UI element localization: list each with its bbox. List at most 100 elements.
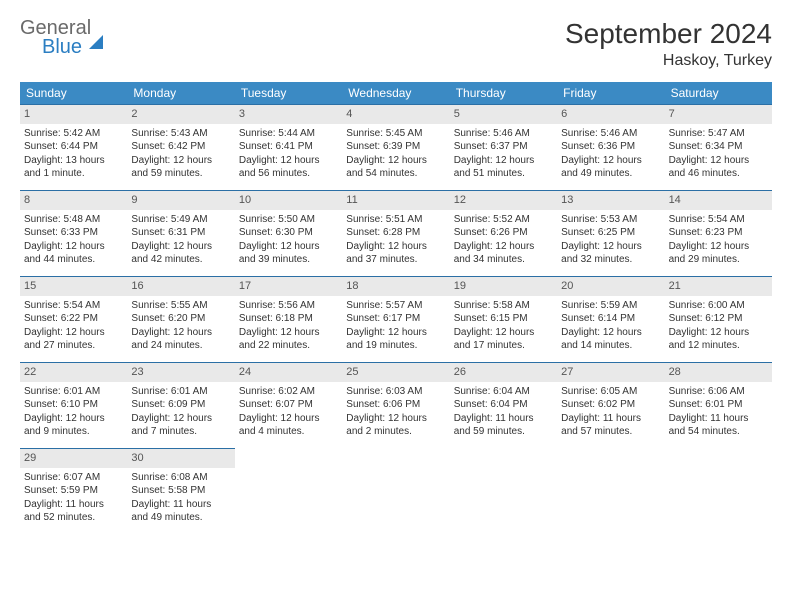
day-number: 25 (342, 363, 449, 382)
day-number: 14 (665, 191, 772, 210)
sunrise-text: Sunrise: 5:54 AM (669, 213, 768, 227)
day-number: 26 (450, 363, 557, 382)
calendar-cell: 8Sunrise: 5:48 AMSunset: 6:33 PMDaylight… (20, 190, 127, 276)
daylight-text: and 46 minutes. (669, 167, 768, 181)
sunset-text: Sunset: 6:07 PM (239, 398, 338, 412)
sunset-text: Sunset: 5:59 PM (24, 484, 123, 498)
daylight-text: and 14 minutes. (561, 339, 660, 353)
daylight-text: and 57 minutes. (561, 425, 660, 439)
sunset-text: Sunset: 6:01 PM (669, 398, 768, 412)
daylight-text: Daylight: 12 hours (346, 326, 445, 340)
day-number: 16 (127, 277, 234, 296)
sunset-text: Sunset: 6:36 PM (561, 140, 660, 154)
calendar-cell: 23Sunrise: 6:01 AMSunset: 6:09 PMDayligh… (127, 362, 234, 448)
day-number: 3 (235, 105, 342, 124)
sunset-text: Sunset: 6:14 PM (561, 312, 660, 326)
daylight-text: and 51 minutes. (454, 167, 553, 181)
day-number: 18 (342, 277, 449, 296)
daylight-text: and 49 minutes. (561, 167, 660, 181)
calendar-cell: 12Sunrise: 5:52 AMSunset: 6:26 PMDayligh… (450, 190, 557, 276)
day-number: 13 (557, 191, 664, 210)
title-block: September 2024 Haskoy, Turkey (565, 18, 772, 70)
daylight-text: and 2 minutes. (346, 425, 445, 439)
sunrise-text: Sunrise: 5:44 AM (239, 127, 338, 141)
sunset-text: Sunset: 6:12 PM (669, 312, 768, 326)
day-number: 22 (20, 363, 127, 382)
calendar-cell: 26 Sunrise: 6:04 AMSunset: 6:04 PMDayligh… (450, 362, 557, 448)
sunrise-text: Sunrise: 5:46 AM (561, 127, 660, 141)
calendar-cell-empty (342, 448, 449, 534)
sunrise-text: Sunrise: 6:02 AM (239, 385, 338, 399)
sunrise-text: Sunrise: 5:53 AM (561, 213, 660, 227)
calendar-cell-empty (450, 448, 557, 534)
sunset-text: Sunset: 6:17 PM (346, 312, 445, 326)
day-number: 21 (665, 277, 772, 296)
sunrise-text: Sunrise: 5:52 AM (454, 213, 553, 227)
day-number: 27 (557, 363, 664, 382)
calendar-cell: 19Sunrise: 5:58 AMSunset: 6:15 PMDayligh… (450, 276, 557, 362)
daylight-text: Daylight: 12 hours (24, 326, 123, 340)
daylight-text: and 29 minutes. (669, 253, 768, 267)
sunrise-text: Sunrise: 6:00 AM (669, 299, 768, 313)
sunset-text: Sunset: 5:58 PM (131, 484, 230, 498)
daylight-text: and 37 minutes. (346, 253, 445, 267)
daylight-text: Daylight: 11 hours (24, 498, 123, 512)
sunrise-text: Sunrise: 5:47 AM (669, 127, 768, 141)
calendar-cell: 21Sunrise: 6:00 AMSunset: 6:12 PMDayligh… (665, 276, 772, 362)
sunset-text: Sunset: 6:25 PM (561, 226, 660, 240)
day-number: 7 (665, 105, 772, 124)
page-header: General Blue September 2024 Haskoy, Turk… (20, 18, 772, 70)
sunrise-text: Sunrise: 6:01 AM (24, 385, 123, 399)
sunset-text: Sunset: 6:10 PM (24, 398, 123, 412)
calendar-cell: 7Sunrise: 5:47 AMSunset: 6:34 PMDaylight… (665, 104, 772, 190)
sunrise-text: Sunrise: 5:48 AM (24, 213, 123, 227)
calendar-cell: 3Sunrise: 5:44 AMSunset: 6:41 PMDaylight… (235, 104, 342, 190)
daylight-text: and 4 minutes. (239, 425, 338, 439)
calendar-cell-empty (665, 448, 772, 534)
sunset-text: Sunset: 6:20 PM (131, 312, 230, 326)
sunset-text: Sunset: 6:04 PM (454, 398, 553, 412)
day-number: 12 (450, 191, 557, 210)
daylight-text: and 9 minutes. (24, 425, 123, 439)
sunrise-text: Sunrise: 6:03 AM (346, 385, 445, 399)
daylight-text: Daylight: 12 hours (454, 326, 553, 340)
daylight-text: and 52 minutes. (24, 511, 123, 525)
weekday-header: Friday (557, 82, 664, 104)
sunset-text: Sunset: 6:31 PM (131, 226, 230, 240)
sunset-text: Sunset: 6:34 PM (669, 140, 768, 154)
sunset-text: Sunset: 6:26 PM (454, 226, 553, 240)
weekday-header: Sunday (20, 82, 127, 104)
sunset-text: Sunset: 6:15 PM (454, 312, 553, 326)
daylight-text: and 7 minutes. (131, 425, 230, 439)
day-number: 29 (20, 449, 127, 468)
weekday-header: Thursday (450, 82, 557, 104)
sunset-text: Sunset: 6:37 PM (454, 140, 553, 154)
daylight-text: Daylight: 11 hours (454, 412, 553, 426)
daylight-text: and 19 minutes. (346, 339, 445, 353)
day-number: 9 (127, 191, 234, 210)
calendar-cell: 29Sunrise: 6:07 AMSunset: 5:59 PMDayligh… (20, 448, 127, 534)
sunrise-text: Sunrise: 6:04 AM (454, 385, 553, 399)
calendar-cell: 9 Sunrise: 5:49 AMSunset: 6:31 PMDaylight… (127, 190, 234, 276)
month-title: September 2024 (565, 18, 772, 50)
daylight-text: Daylight: 12 hours (239, 154, 338, 168)
daylight-text: Daylight: 11 hours (131, 498, 230, 512)
sunrise-text: Sunrise: 5:58 AM (454, 299, 553, 313)
day-number: 17 (235, 277, 342, 296)
location-label: Haskoy, Turkey (565, 52, 772, 70)
sunrise-text: Sunrise: 5:49 AM (131, 213, 230, 227)
calendar-cell: 6Sunrise: 5:46 AMSunset: 6:36 PMDaylight… (557, 104, 664, 190)
sunset-text: Sunset: 6:28 PM (346, 226, 445, 240)
calendar-cell: 17Sunrise: 5:56 AMSunset: 6:18 PMDayligh… (235, 276, 342, 362)
sunrise-text: Sunrise: 5:56 AM (239, 299, 338, 313)
daylight-text: Daylight: 12 hours (239, 240, 338, 254)
calendar-cell: 1Sunrise: 5:42 AMSunset: 6:44 PMDaylight… (20, 104, 127, 190)
day-number: 20 (557, 277, 664, 296)
sunset-text: Sunset: 6:18 PM (239, 312, 338, 326)
calendar-cell-empty (557, 448, 664, 534)
daylight-text: and 24 minutes. (131, 339, 230, 353)
daylight-text: Daylight: 12 hours (239, 412, 338, 426)
daylight-text: and 59 minutes. (131, 167, 230, 181)
daylight-text: Daylight: 12 hours (131, 240, 230, 254)
daylight-text: Daylight: 12 hours (561, 240, 660, 254)
